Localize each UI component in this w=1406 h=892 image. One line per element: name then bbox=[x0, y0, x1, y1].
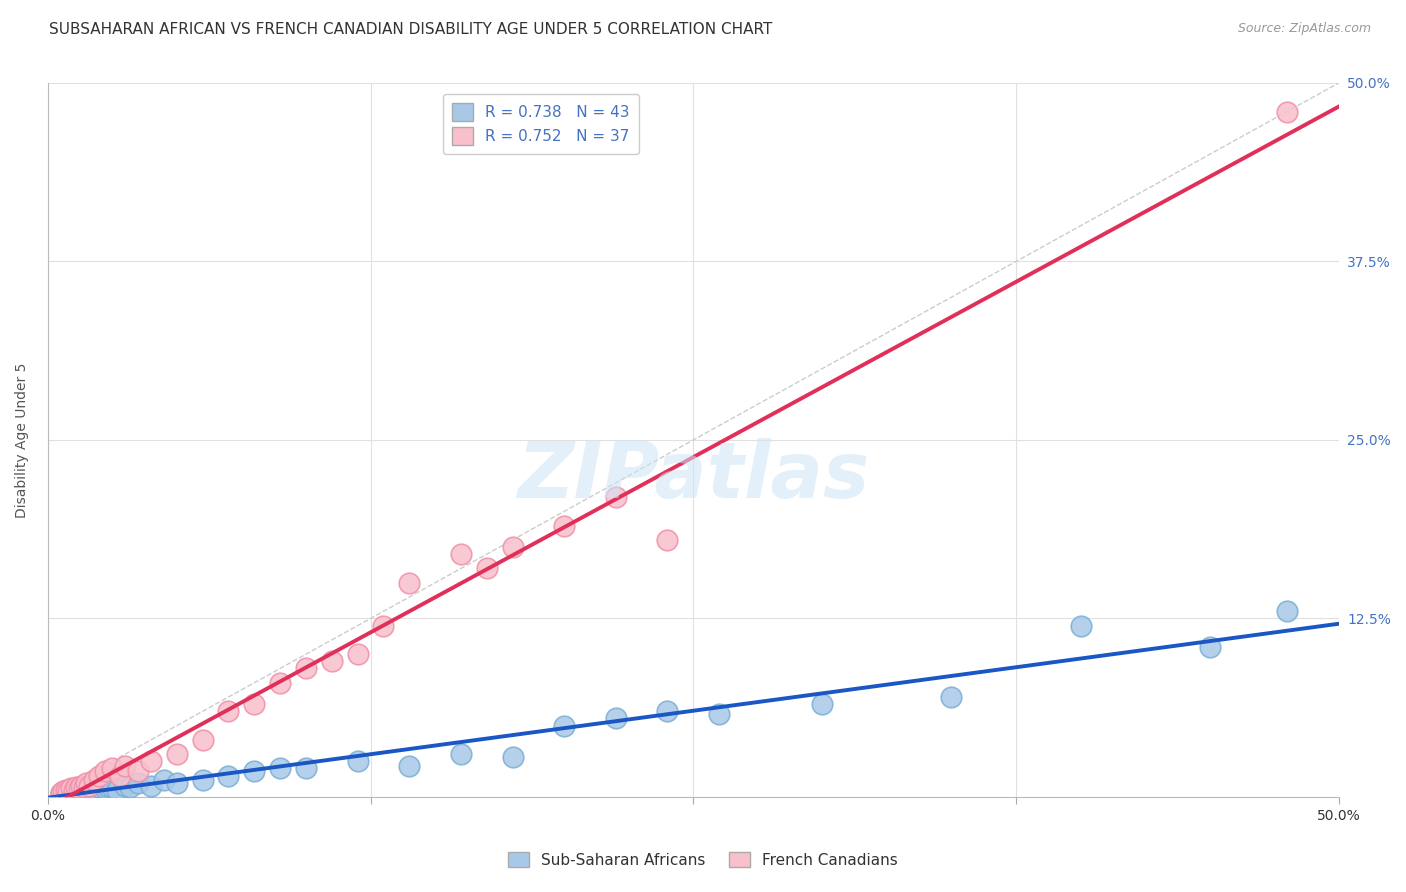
Point bbox=[59, 781, 82, 796]
Point bbox=[49, 786, 72, 800]
Point bbox=[70, 779, 93, 793]
Point bbox=[67, 781, 90, 796]
Point bbox=[65, 782, 87, 797]
Point bbox=[127, 764, 149, 779]
Point bbox=[450, 547, 472, 561]
Point bbox=[52, 784, 75, 798]
Point bbox=[475, 561, 498, 575]
Point bbox=[73, 786, 96, 800]
Point bbox=[295, 761, 318, 775]
Point bbox=[108, 768, 131, 782]
Point bbox=[166, 747, 188, 761]
Point bbox=[83, 780, 105, 794]
Point bbox=[70, 781, 93, 796]
Point bbox=[346, 647, 368, 661]
Point bbox=[605, 490, 627, 504]
Point bbox=[1275, 604, 1298, 618]
Text: SUBSAHARAN AFRICAN VS FRENCH CANADIAN DISABILITY AGE UNDER 5 CORRELATION CHART: SUBSAHARAN AFRICAN VS FRENCH CANADIAN DI… bbox=[49, 22, 772, 37]
Point bbox=[605, 711, 627, 725]
Point bbox=[450, 747, 472, 761]
Point bbox=[101, 780, 124, 794]
Y-axis label: Disability Age Under 5: Disability Age Under 5 bbox=[15, 362, 30, 517]
Point bbox=[657, 704, 679, 718]
Point bbox=[243, 764, 266, 779]
Point bbox=[120, 780, 142, 794]
Point bbox=[58, 784, 80, 798]
Point bbox=[58, 784, 80, 798]
Point bbox=[657, 533, 679, 547]
Point bbox=[73, 780, 96, 794]
Point bbox=[76, 775, 98, 789]
Point bbox=[191, 732, 214, 747]
Point bbox=[62, 782, 84, 797]
Point bbox=[80, 784, 103, 798]
Point bbox=[1070, 618, 1092, 632]
Point bbox=[89, 780, 111, 794]
Point bbox=[1198, 640, 1220, 654]
Point bbox=[502, 540, 524, 554]
Point bbox=[1275, 104, 1298, 119]
Point bbox=[243, 697, 266, 711]
Point bbox=[398, 575, 420, 590]
Point bbox=[55, 782, 77, 797]
Legend: R = 0.738   N = 43, R = 0.752   N = 37: R = 0.738 N = 43, R = 0.752 N = 37 bbox=[443, 95, 640, 154]
Point bbox=[139, 754, 162, 768]
Point bbox=[321, 654, 343, 668]
Point bbox=[77, 781, 100, 796]
Point bbox=[49, 786, 72, 800]
Point bbox=[398, 758, 420, 772]
Point bbox=[941, 690, 963, 704]
Point bbox=[553, 518, 575, 533]
Text: ZIPatlas: ZIPatlas bbox=[517, 438, 869, 514]
Point bbox=[707, 707, 730, 722]
Point bbox=[114, 758, 136, 772]
Point bbox=[218, 704, 240, 718]
Point bbox=[107, 782, 129, 797]
Point bbox=[101, 761, 124, 775]
Point bbox=[269, 761, 291, 775]
Point bbox=[346, 754, 368, 768]
Point bbox=[83, 772, 105, 787]
Point bbox=[553, 718, 575, 732]
Point bbox=[218, 768, 240, 782]
Point bbox=[86, 782, 108, 797]
Point bbox=[76, 782, 98, 797]
Point bbox=[191, 772, 214, 787]
Point bbox=[269, 675, 291, 690]
Legend: Sub-Saharan Africans, French Canadians: Sub-Saharan Africans, French Canadians bbox=[502, 846, 904, 873]
Point bbox=[65, 780, 87, 794]
Point bbox=[153, 772, 176, 787]
Point bbox=[55, 784, 77, 798]
Point bbox=[166, 775, 188, 789]
Point bbox=[93, 764, 115, 779]
Point bbox=[811, 697, 834, 711]
Point bbox=[93, 781, 115, 796]
Text: Source: ZipAtlas.com: Source: ZipAtlas.com bbox=[1237, 22, 1371, 36]
Point bbox=[127, 775, 149, 789]
Point bbox=[89, 768, 111, 782]
Point bbox=[62, 786, 84, 800]
Point bbox=[77, 779, 100, 793]
Point bbox=[114, 779, 136, 793]
Point bbox=[139, 779, 162, 793]
Point bbox=[502, 750, 524, 764]
Point bbox=[67, 784, 90, 798]
Point bbox=[295, 661, 318, 675]
Point bbox=[373, 618, 395, 632]
Point bbox=[96, 779, 118, 793]
Point bbox=[59, 782, 82, 797]
